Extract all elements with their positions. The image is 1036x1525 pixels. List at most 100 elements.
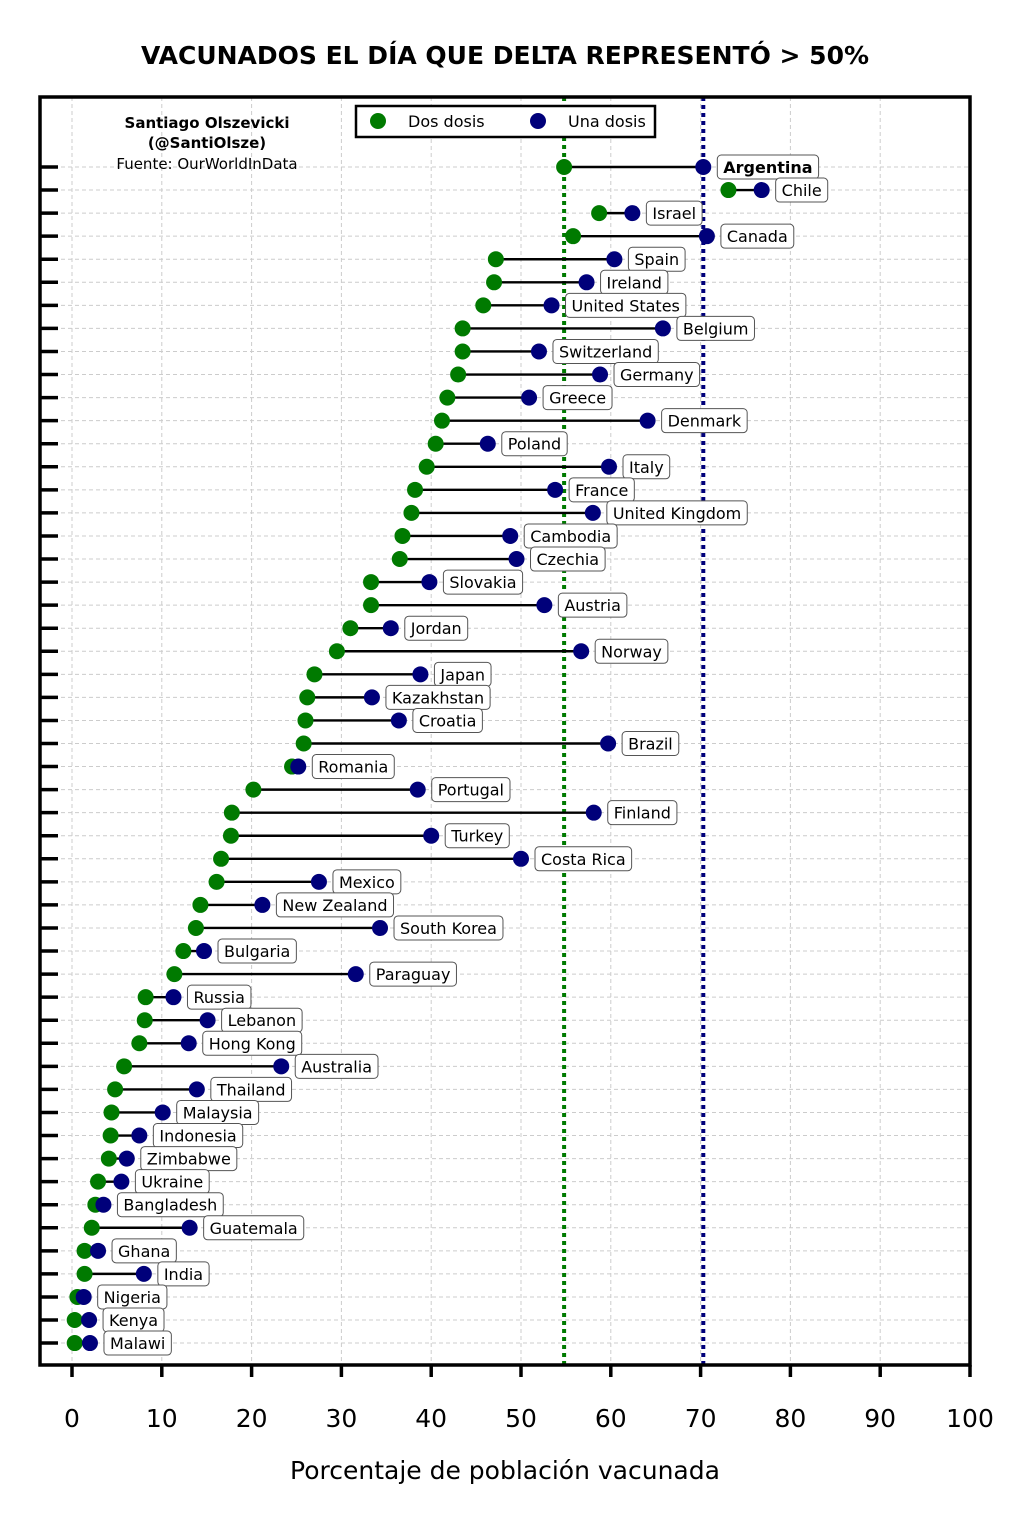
label-background: [621, 731, 680, 756]
label-background: [311, 754, 395, 780]
point-una-dosis: [113, 1173, 130, 1190]
country-label: Lebanon: [228, 1011, 297, 1030]
country-label-box: South Korea: [393, 915, 504, 941]
point-una-dosis: [135, 1265, 152, 1282]
country-label: Canada: [727, 227, 788, 246]
country-label: United Kingdom: [613, 504, 741, 523]
point-una-dosis: [196, 943, 213, 960]
country-label-box: Indonesia: [152, 1123, 244, 1149]
point-una-dosis: [310, 873, 327, 890]
point-dos-dosis: [363, 597, 380, 614]
point-dos-dosis: [223, 804, 240, 821]
country-label: Turkey: [450, 827, 503, 846]
country-label: Ireland: [607, 273, 662, 292]
label-background: [369, 961, 457, 987]
x-tick-label: 100: [946, 1404, 994, 1433]
country-label: Denmark: [668, 412, 742, 431]
point-dos-dosis: [418, 458, 435, 475]
credits-block: Santiago Olszevicki (@SantiOlsze) Fuente…: [116, 114, 297, 173]
point-una-dosis: [390, 712, 407, 729]
country-label: Switzerland: [559, 342, 652, 361]
country-label-box: Costa Rica: [534, 846, 633, 872]
label-background: [202, 1030, 303, 1056]
x-tick-label: 50: [505, 1404, 537, 1433]
point-una-dosis: [181, 1219, 198, 1236]
point-una-dosis: [624, 205, 641, 222]
point-dos-dosis: [166, 966, 183, 983]
label-background: [613, 362, 701, 388]
point-una-dosis: [382, 620, 399, 637]
point-una-dosis: [654, 320, 671, 337]
country-label-box: Israel: [645, 200, 703, 226]
point-una-dosis: [479, 435, 496, 452]
country-label-box: Mexico: [332, 869, 402, 895]
country-label-box: Malawi: [103, 1330, 172, 1356]
country-label: Bulgaria: [224, 942, 290, 961]
label-background: [501, 431, 568, 457]
country-label: Brazil: [628, 735, 673, 754]
country-label: Czechia: [537, 550, 600, 569]
point-dos-dosis: [90, 1173, 107, 1190]
label-background: [431, 777, 511, 803]
point-una-dosis: [412, 666, 429, 683]
country-label-box: Argentina: [716, 154, 820, 180]
label-background: [542, 385, 613, 411]
x-tick-label: 90: [864, 1404, 896, 1433]
point-una-dosis: [165, 989, 182, 1006]
country-label: Norway: [601, 642, 662, 661]
point-una-dosis: [585, 804, 602, 821]
label-background: [661, 408, 748, 434]
country-label-box: Guatemala: [203, 1215, 305, 1241]
country-label: Germany: [620, 366, 694, 385]
point-una-dosis: [547, 481, 564, 498]
point-una-dosis: [606, 251, 623, 268]
label-background: [720, 223, 795, 249]
country-label: Finland: [614, 804, 671, 823]
reference-lines: [562, 97, 706, 1365]
point-dos-dosis: [187, 919, 204, 936]
point-dos-dosis: [475, 297, 492, 314]
country-label: Russia: [193, 988, 244, 1007]
country-label-box: Portugal: [431, 777, 511, 803]
label-background: [116, 1192, 224, 1218]
credit-source: Fuente: OurWorldInData: [116, 155, 297, 173]
country-label-box: Slovakia: [442, 569, 524, 595]
point-dos-dosis: [556, 159, 573, 175]
country-label-box: Bangladesh: [116, 1192, 224, 1218]
point-una-dosis: [90, 1242, 107, 1259]
point-una-dosis: [199, 1012, 216, 1029]
x-tick-label: 40: [415, 1404, 447, 1433]
point-una-dosis: [81, 1335, 98, 1352]
country-label-box: Kazakhstan: [385, 684, 491, 710]
country-label-box: Russia: [186, 984, 252, 1010]
country-label-box: Croatia: [412, 707, 483, 733]
country-label-box: Zimbabwe: [140, 1146, 238, 1172]
country-label: Kenya: [109, 1311, 158, 1330]
country-label: Hong Kong: [209, 1034, 296, 1053]
point-una-dosis: [508, 551, 525, 568]
country-label-box: Canada: [720, 223, 795, 249]
x-axis-label: Porcentaje de población vacunada: [290, 1456, 720, 1485]
point-dos-dosis: [565, 228, 582, 245]
point-una-dosis: [543, 297, 560, 314]
country-label-box: Switzerland: [552, 338, 659, 364]
country-label-box: United States: [565, 292, 687, 318]
label-background: [594, 638, 669, 664]
point-una-dosis: [521, 389, 538, 406]
country-label: France: [575, 481, 628, 500]
country-label: United States: [572, 296, 680, 315]
label-background: [103, 1330, 172, 1356]
point-una-dosis: [536, 597, 553, 614]
point-una-dosis: [254, 896, 271, 913]
point-dos-dosis: [83, 1219, 100, 1236]
point-dos-dosis: [208, 873, 225, 890]
point-una-dosis: [639, 412, 656, 429]
country-label-box: Ukraine: [134, 1169, 210, 1195]
label-background: [444, 823, 510, 849]
point-una-dosis: [188, 1081, 205, 1098]
label-background: [622, 454, 671, 480]
x-tick-label: 20: [236, 1404, 268, 1433]
point-una-dosis: [513, 850, 529, 867]
country-label-box: Cambodia: [523, 523, 618, 549]
point-una-dosis: [584, 504, 601, 521]
